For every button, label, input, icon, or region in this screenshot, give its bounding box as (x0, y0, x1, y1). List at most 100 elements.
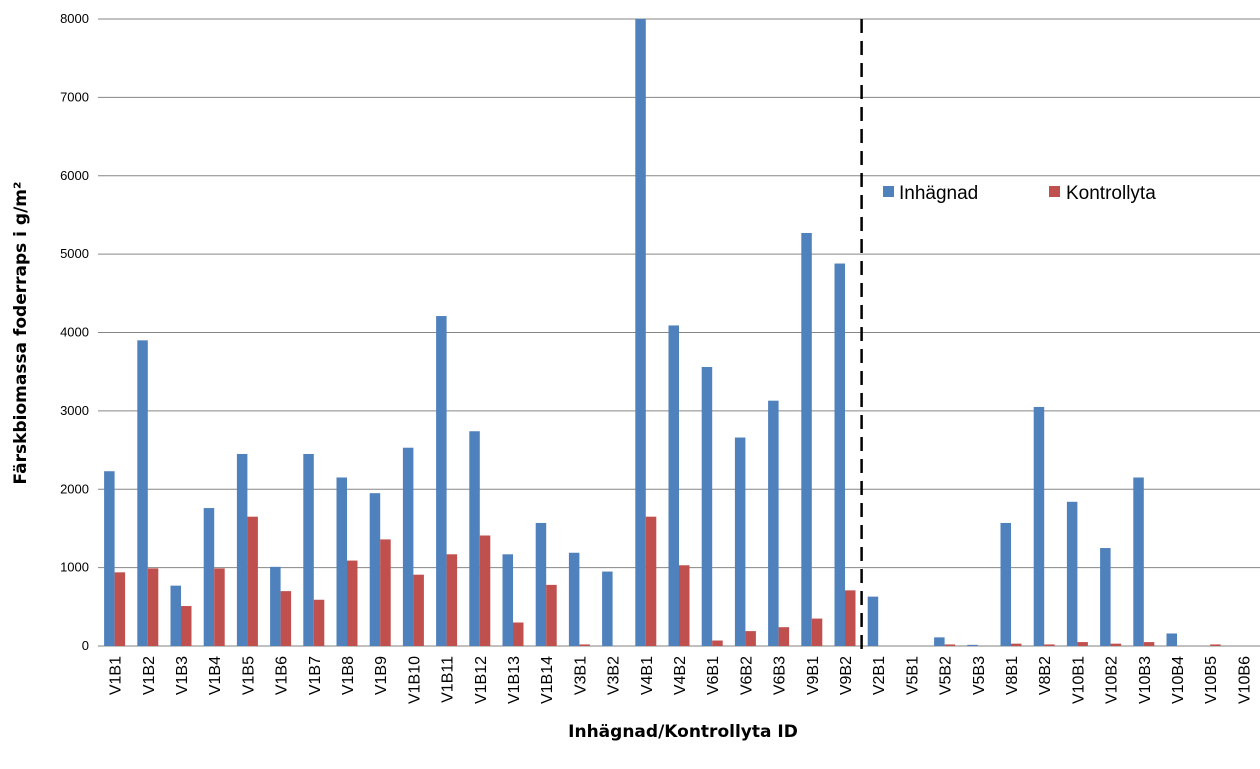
x-tick-label: V10B5 (1203, 656, 1220, 704)
bar-inhagnad (1000, 522, 1011, 646)
bar-inhagnad (1100, 548, 1111, 646)
bar-inhagnad (336, 477, 347, 646)
bar-kontrollyta (1077, 642, 1088, 646)
bar-inhagnad (137, 340, 148, 646)
legend-label-inhagnad: Inhägnad (899, 183, 978, 204)
x-tick-label: V1B6 (274, 656, 291, 695)
bar-inhagnad (436, 316, 447, 646)
x-tick-label: V1B11 (440, 656, 457, 703)
x-tick-label: V10B4 (1170, 656, 1187, 704)
x-axis-tick-labels: V1B1 V1B2 V1B3 V1B4 V1B5 V1B6 V1B7 V1B8 V1B9 V1B1… (108, 656, 1254, 704)
x-tick-label: V1B12 (473, 656, 490, 704)
bar-kontrollyta (280, 591, 292, 646)
x-tick-label: V6B1 (705, 656, 722, 695)
y-axis-tick-labels: 0 1000 2000 3000 4000 5000 6000 7000 8000 (60, 11, 89, 653)
x-tick-label: V1B2 (141, 656, 158, 695)
bar-inhagnad (602, 571, 613, 646)
bar-inhagnad (170, 585, 181, 646)
bar-inhagnad (568, 552, 580, 646)
legend-label-kontrollyta: Kontrollyta (1066, 183, 1156, 204)
bar-inhagnad (668, 325, 679, 646)
bar-kontrollyta (214, 568, 225, 646)
bar-kontrollyta (1110, 643, 1122, 646)
x-tick-label: V6B2 (738, 656, 755, 695)
x-tick-label: V8B1 (1004, 656, 1021, 695)
x-tick-label: V10B3 (1137, 656, 1154, 704)
bar-inhagnad (768, 400, 779, 646)
x-tick-label: V5B1 (904, 656, 921, 695)
bar-inhagnad (369, 493, 381, 646)
bar-kontrollyta (1044, 644, 1055, 646)
legend: Inhägnad Kontrollyta (883, 183, 1156, 204)
x-tick-label: V1B8 (340, 656, 357, 695)
bar-kontrollyta (347, 560, 358, 646)
bar-inhagnad (236, 453, 248, 646)
bar-kontrollyta (944, 644, 956, 646)
bar-kontrollyta (579, 644, 590, 646)
bar-inhagnad (867, 596, 879, 646)
x-axis-title: Inhägnad/Kontrollyta ID (568, 722, 798, 742)
x-tick-label: V3B2 (606, 656, 623, 695)
bar-inhagnad (934, 637, 945, 646)
y-tick-label: 2000 (60, 481, 89, 496)
x-tick-label: V1B9 (373, 656, 390, 695)
bar-kontrollyta (845, 590, 856, 646)
bar-kontrollyta (313, 599, 325, 646)
x-tick-label: V1B10 (406, 656, 423, 704)
x-tick-label: V10B6 (1236, 656, 1253, 704)
x-tick-label: V1B1 (108, 656, 125, 695)
bar-kontrollyta (247, 516, 258, 646)
bar-kontrollyta (745, 631, 756, 646)
bar-inhagnad (469, 431, 480, 646)
y-tick-label: 1000 (60, 560, 89, 575)
bar-inhagnad (834, 263, 845, 646)
bar-inhagnad (535, 522, 547, 646)
legend-swatch-kontrollyta (1049, 186, 1060, 197)
bar-inhagnad (801, 232, 812, 646)
x-tick-label: V10B1 (1070, 656, 1087, 704)
legend-swatch-inhagnad (883, 186, 894, 197)
bar-kontrollyta (778, 627, 790, 646)
bar-inhagnad (701, 366, 713, 646)
x-tick-label: V9B1 (805, 656, 822, 695)
x-tick-label: V1B14 (539, 656, 556, 704)
bar-kontrollyta (513, 622, 524, 646)
y-tick-label: 3000 (60, 403, 89, 418)
bar-kontrollyta (147, 568, 159, 646)
bars (104, 19, 1221, 646)
y-tick-label: 8000 (60, 11, 89, 26)
bar-kontrollyta (181, 606, 192, 646)
bar-inhagnad (1033, 406, 1045, 646)
bar-inhagnad (635, 19, 646, 646)
bar-kontrollyta (479, 535, 491, 646)
bar-kontrollyta (1143, 642, 1155, 646)
bar-kontrollyta (446, 554, 458, 646)
bar-kontrollyta (413, 574, 424, 646)
bar-inhagnad (734, 437, 746, 646)
bar-kontrollyta (1210, 644, 1221, 646)
x-tick-label: V1B4 (207, 656, 224, 695)
x-tick-label: V8B2 (1037, 656, 1054, 695)
bar-inhagnad (104, 471, 115, 646)
x-tick-label: V10B2 (1104, 656, 1121, 704)
bar-inhagnad (502, 554, 513, 646)
y-tick-label: 5000 (60, 246, 89, 261)
bar-kontrollyta (811, 618, 823, 646)
x-tick-label: V1B3 (174, 656, 191, 695)
y-tick-label: 4000 (60, 325, 89, 340)
bar-inhagnad (1133, 477, 1144, 646)
x-tick-label: V1B5 (240, 656, 257, 695)
y-axis-title: Färskbiomassa foderraps i g/m² (11, 182, 31, 485)
x-tick-label: V2B1 (871, 656, 888, 695)
bar-inhagnad (203, 508, 215, 646)
x-tick-label: V6B3 (772, 656, 789, 695)
bar-kontrollyta (380, 539, 391, 646)
x-tick-label: V4B1 (639, 656, 656, 695)
x-tick-label: V5B3 (971, 656, 988, 695)
bar-inhagnad (1166, 633, 1177, 646)
bar-kontrollyta (546, 584, 557, 646)
bar-inhagnad (303, 453, 314, 646)
y-tick-label: 0 (82, 638, 89, 653)
x-tick-label: V4B2 (672, 656, 689, 695)
bar-inhagnad (402, 447, 414, 646)
